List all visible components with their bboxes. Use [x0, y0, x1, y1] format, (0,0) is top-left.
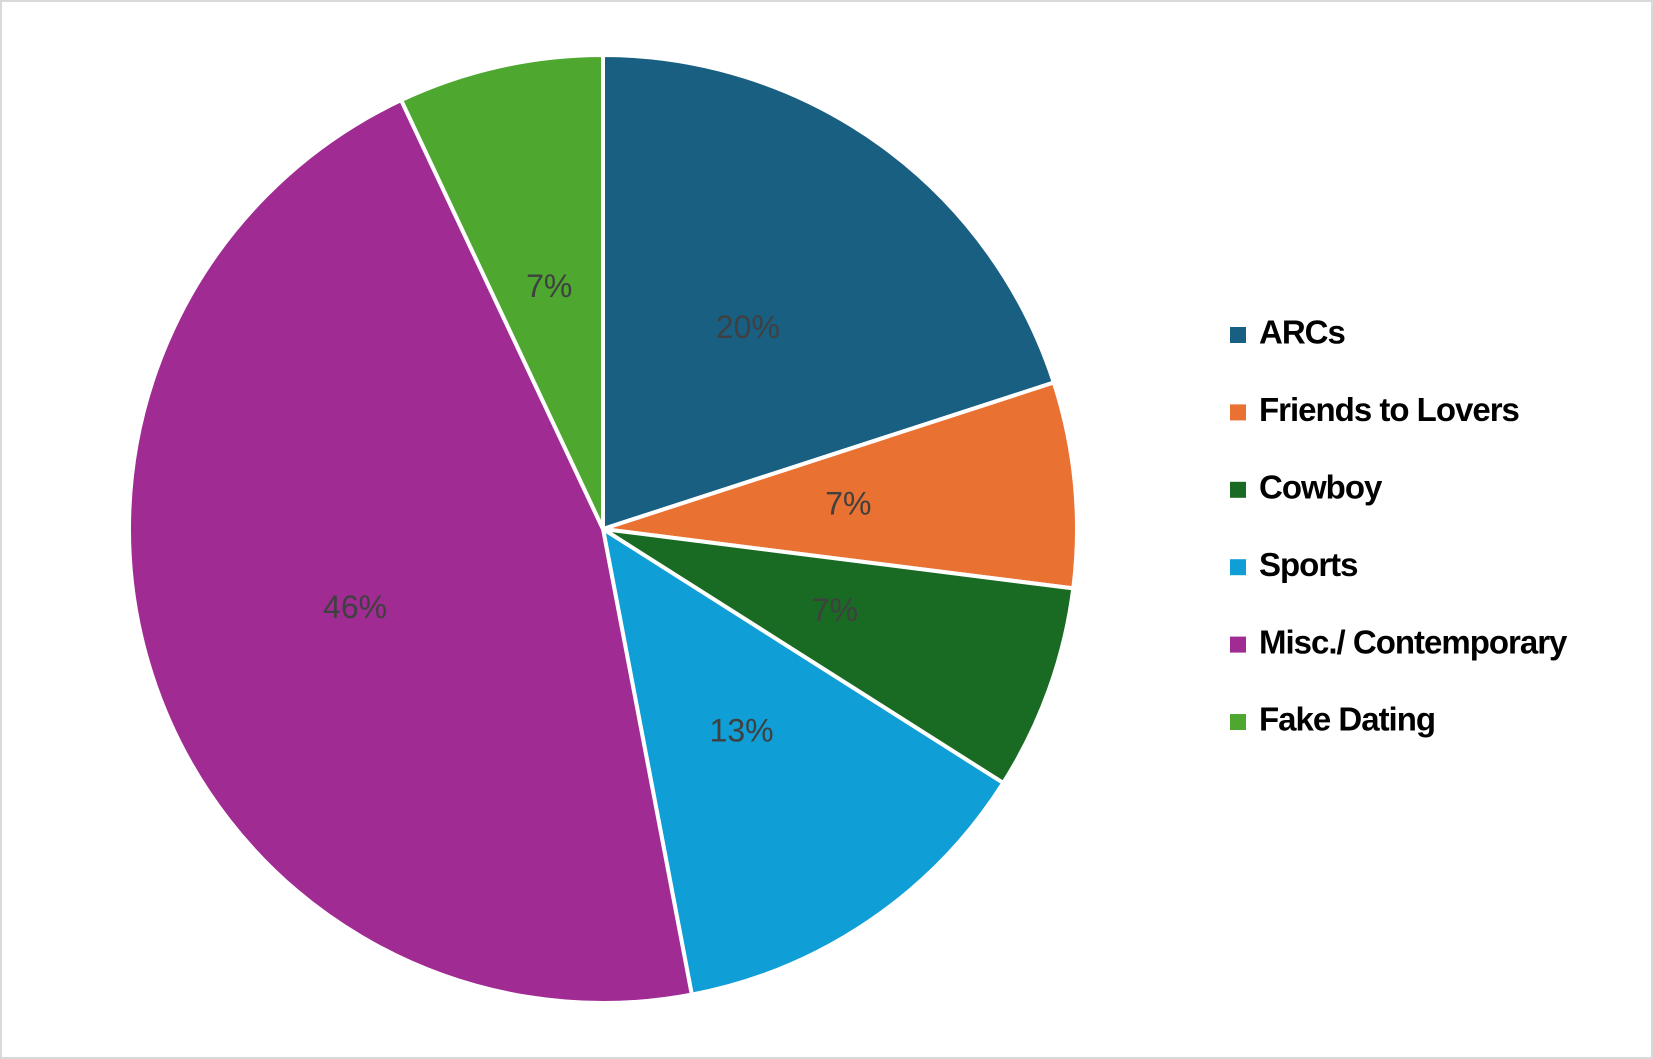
pie-slice [600, 524, 1006, 997]
data-label: 20% [716, 309, 780, 345]
pie-slice [601, 527, 1076, 786]
legend-marker [1230, 636, 1246, 653]
legend-marker [1230, 327, 1246, 343]
pie-slice [602, 380, 1079, 591]
legend-label: ARCs [1259, 314, 1345, 351]
legend-label: Sports [1259, 546, 1358, 583]
pie-slice [398, 52, 605, 530]
legend-label: Fake Dating [1259, 701, 1435, 738]
data-label: 7% [812, 592, 858, 628]
data-label: 46% [323, 589, 387, 625]
legend-marker [1230, 481, 1246, 498]
legend-marker [1230, 714, 1246, 730]
legend-marker [1230, 559, 1246, 576]
legend-label: Misc./ Contemporary [1259, 623, 1568, 660]
legend-label: Friends to Lovers [1259, 391, 1519, 428]
data-label: 7% [526, 268, 572, 304]
legend-label: Cowboy [1259, 469, 1383, 506]
data-label: 7% [825, 485, 871, 521]
pie-slice [127, 97, 695, 1005]
pie-slice [601, 52, 1057, 532]
legend-marker [1230, 404, 1246, 421]
data-label: 13% [710, 712, 774, 748]
